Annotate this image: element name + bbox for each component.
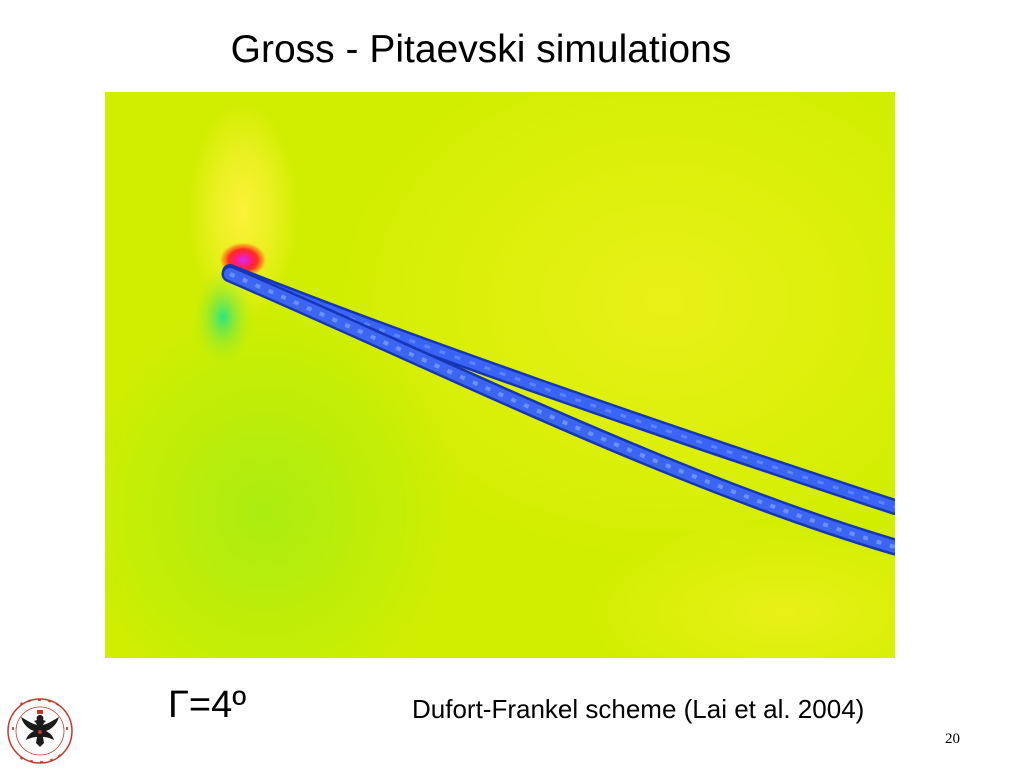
yellow-region-right: [335, 92, 895, 562]
yellow-lobe: [188, 102, 298, 322]
gamma-label: Γ=4º: [168, 684, 247, 726]
green-lobe: [191, 267, 255, 367]
eagle-seal-icon: [7, 698, 73, 764]
vortex-line-lower-texture: [229, 272, 895, 549]
yellow-region-bottom-right: [585, 522, 895, 658]
simulation-image: [105, 92, 895, 658]
slide-title: Gross - Pitaevski simulations: [230, 28, 732, 71]
figure-caption: Dufort-Frankel scheme (Lai et al. 2004): [412, 694, 865, 724]
university-logo: [6, 697, 74, 765]
simulation-figure: [105, 92, 895, 658]
slide-number: 20: [945, 731, 960, 747]
green-region-left: [105, 292, 465, 658]
vortex-lines: [221, 264, 895, 556]
